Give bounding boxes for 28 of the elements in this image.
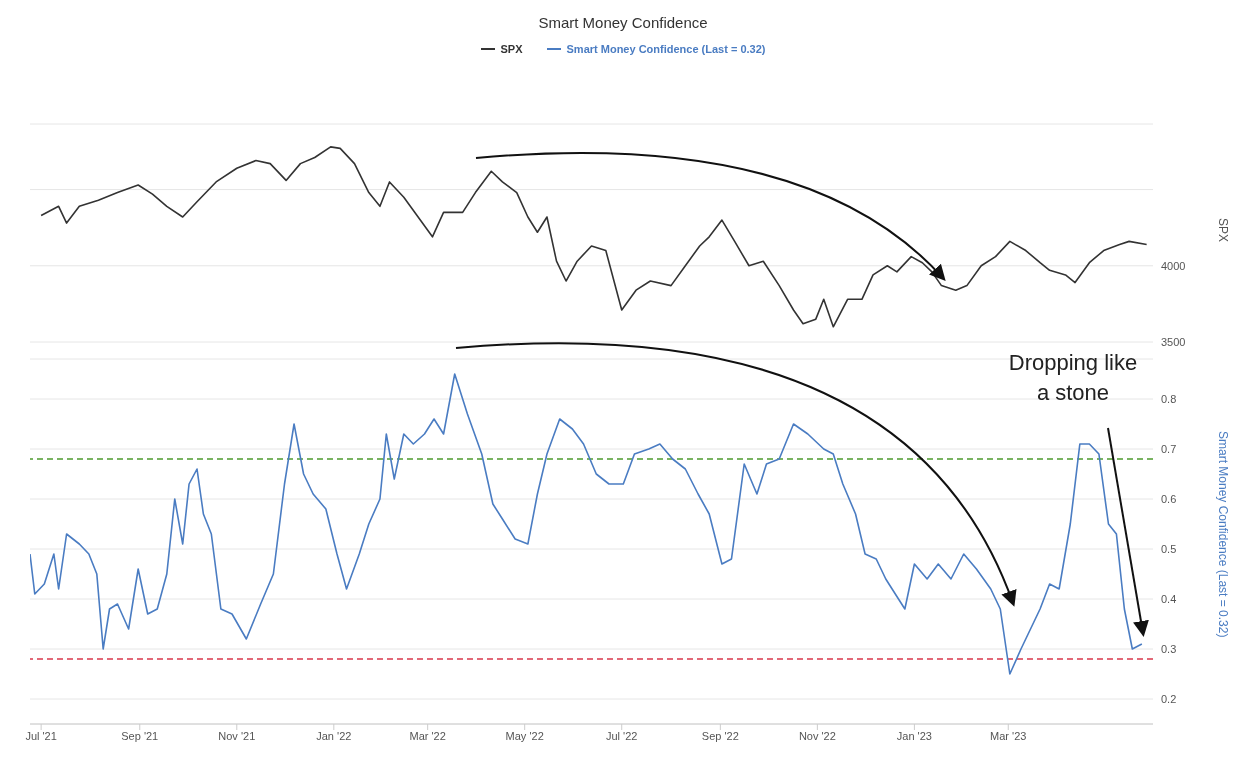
x-tick-label: Jan '22: [316, 729, 352, 742]
x-tick-label: Sep '21: [121, 729, 159, 742]
chart-title: Smart Money Confidence: [537, 13, 709, 31]
x-tick-label: Mar '22: [409, 729, 446, 742]
y-tick-label: 0.5: [1161, 542, 1177, 555]
x-tick-label: Jul '21: [25, 729, 57, 742]
x-tick-label: Nov '21: [218, 729, 256, 742]
legend-label: Smart Money Confidence (Last = 0.32): [566, 43, 766, 55]
y-tick-label: 0.2: [1161, 692, 1177, 705]
x-tick-label: Nov '22: [798, 729, 836, 742]
y-axis-title: SPX: [1216, 218, 1230, 243]
y-axis-title: Smart Money Confidence (Last = 0.32): [1216, 430, 1230, 638]
x-tick-label: Mar '23: [990, 729, 1027, 742]
line-series: [40, 146, 1148, 328]
y-tick-label: 0.8: [1161, 392, 1177, 405]
line-series: [30, 373, 1143, 675]
y-tick-label: 0.7: [1161, 442, 1177, 455]
x-tick-label: Sep '22: [701, 729, 739, 742]
annotation: Dropping like a stone: [1008, 349, 1138, 407]
y-tick-label: 0.4: [1161, 592, 1177, 605]
y-tick-label: 0.6: [1161, 492, 1177, 505]
y-tick-label: 3500: [1161, 335, 1186, 348]
y-tick-label: 0.3: [1161, 642, 1177, 655]
x-tick-label: Jan '23: [896, 729, 932, 742]
x-tick-label: Jul '22: [606, 729, 638, 742]
y-tick-label: 4000: [1161, 259, 1186, 272]
x-tick-label: May '22: [505, 729, 544, 742]
legend-label: SPX: [500, 43, 523, 55]
